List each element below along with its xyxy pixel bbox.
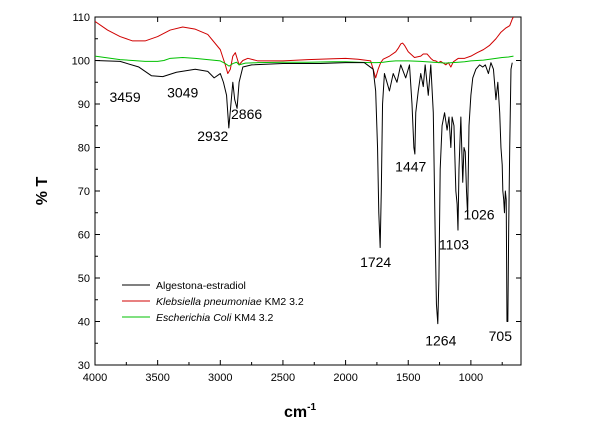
x-axis-title-superscript: -1 — [307, 402, 316, 413]
x-tick-label: 2000 — [333, 372, 357, 384]
peak-label: 705 — [489, 328, 513, 344]
legend-entry: Algestona-estradiol — [156, 280, 246, 292]
peak-label: 3049 — [167, 84, 198, 100]
y-tick-label: 80 — [78, 143, 90, 155]
x-tick-label: 1000 — [459, 372, 483, 384]
y-tick-label: 70 — [78, 186, 90, 198]
x-tick-label: 3000 — [208, 372, 232, 384]
legend-entry-species: Escherichia Coli — [156, 312, 232, 324]
y-tick-label: 50 — [78, 273, 90, 285]
series-line-2 — [95, 55, 514, 67]
legend: Algestona-estradiol Klebsiella pneumoniae… — [122, 280, 304, 324]
peak-label: 1103 — [439, 237, 469, 253]
y-tick-label: 60 — [78, 230, 90, 242]
y-tick-label: 110 — [72, 12, 90, 24]
x-axis-title: cm-1 — [284, 402, 316, 421]
y-tick-label: 40 — [78, 317, 90, 329]
legend-entry: Klebsiella pneumoniae KM2 3.2 — [156, 296, 304, 308]
series-group — [95, 17, 514, 325]
x-tick-label: 1500 — [396, 372, 420, 384]
legend-entry-strain: KM4 3.2 — [231, 312, 273, 324]
y-tick-label: 30 — [78, 360, 90, 372]
x-axis-title-main: cm — [284, 404, 307, 421]
y-axis-title: % T — [34, 177, 51, 206]
legend-entry: Escherichia Coli KM4 3.2 — [156, 312, 273, 324]
x-tick-label: 2500 — [271, 372, 295, 384]
x-axis: 4000 3500 3000 2500 2000 1500 1000 — [83, 17, 503, 384]
peak-label: 3459 — [109, 89, 140, 105]
peak-label: 1026 — [463, 206, 494, 222]
y-tick-label: 90 — [78, 99, 90, 111]
peak-label: 2866 — [231, 106, 262, 122]
y-tick-label: 100 — [72, 56, 90, 68]
legend-entry-strain: KM2 3.2 — [262, 296, 304, 308]
legend-entry-species: Klebsiella pneumoniae — [156, 296, 262, 308]
x-tick-label: 3500 — [145, 372, 169, 384]
series-line-0 — [95, 60, 513, 325]
peak-label: 1724 — [360, 254, 391, 270]
series-line-1 — [95, 17, 514, 79]
peak-label: 1264 — [425, 332, 456, 348]
y-axis: 30 40 50 60 70 80 90 100 110 — [72, 12, 521, 372]
peak-label: 2932 — [197, 128, 228, 144]
peak-label: 1447 — [395, 158, 426, 174]
x-tick-label: 4000 — [83, 372, 107, 384]
